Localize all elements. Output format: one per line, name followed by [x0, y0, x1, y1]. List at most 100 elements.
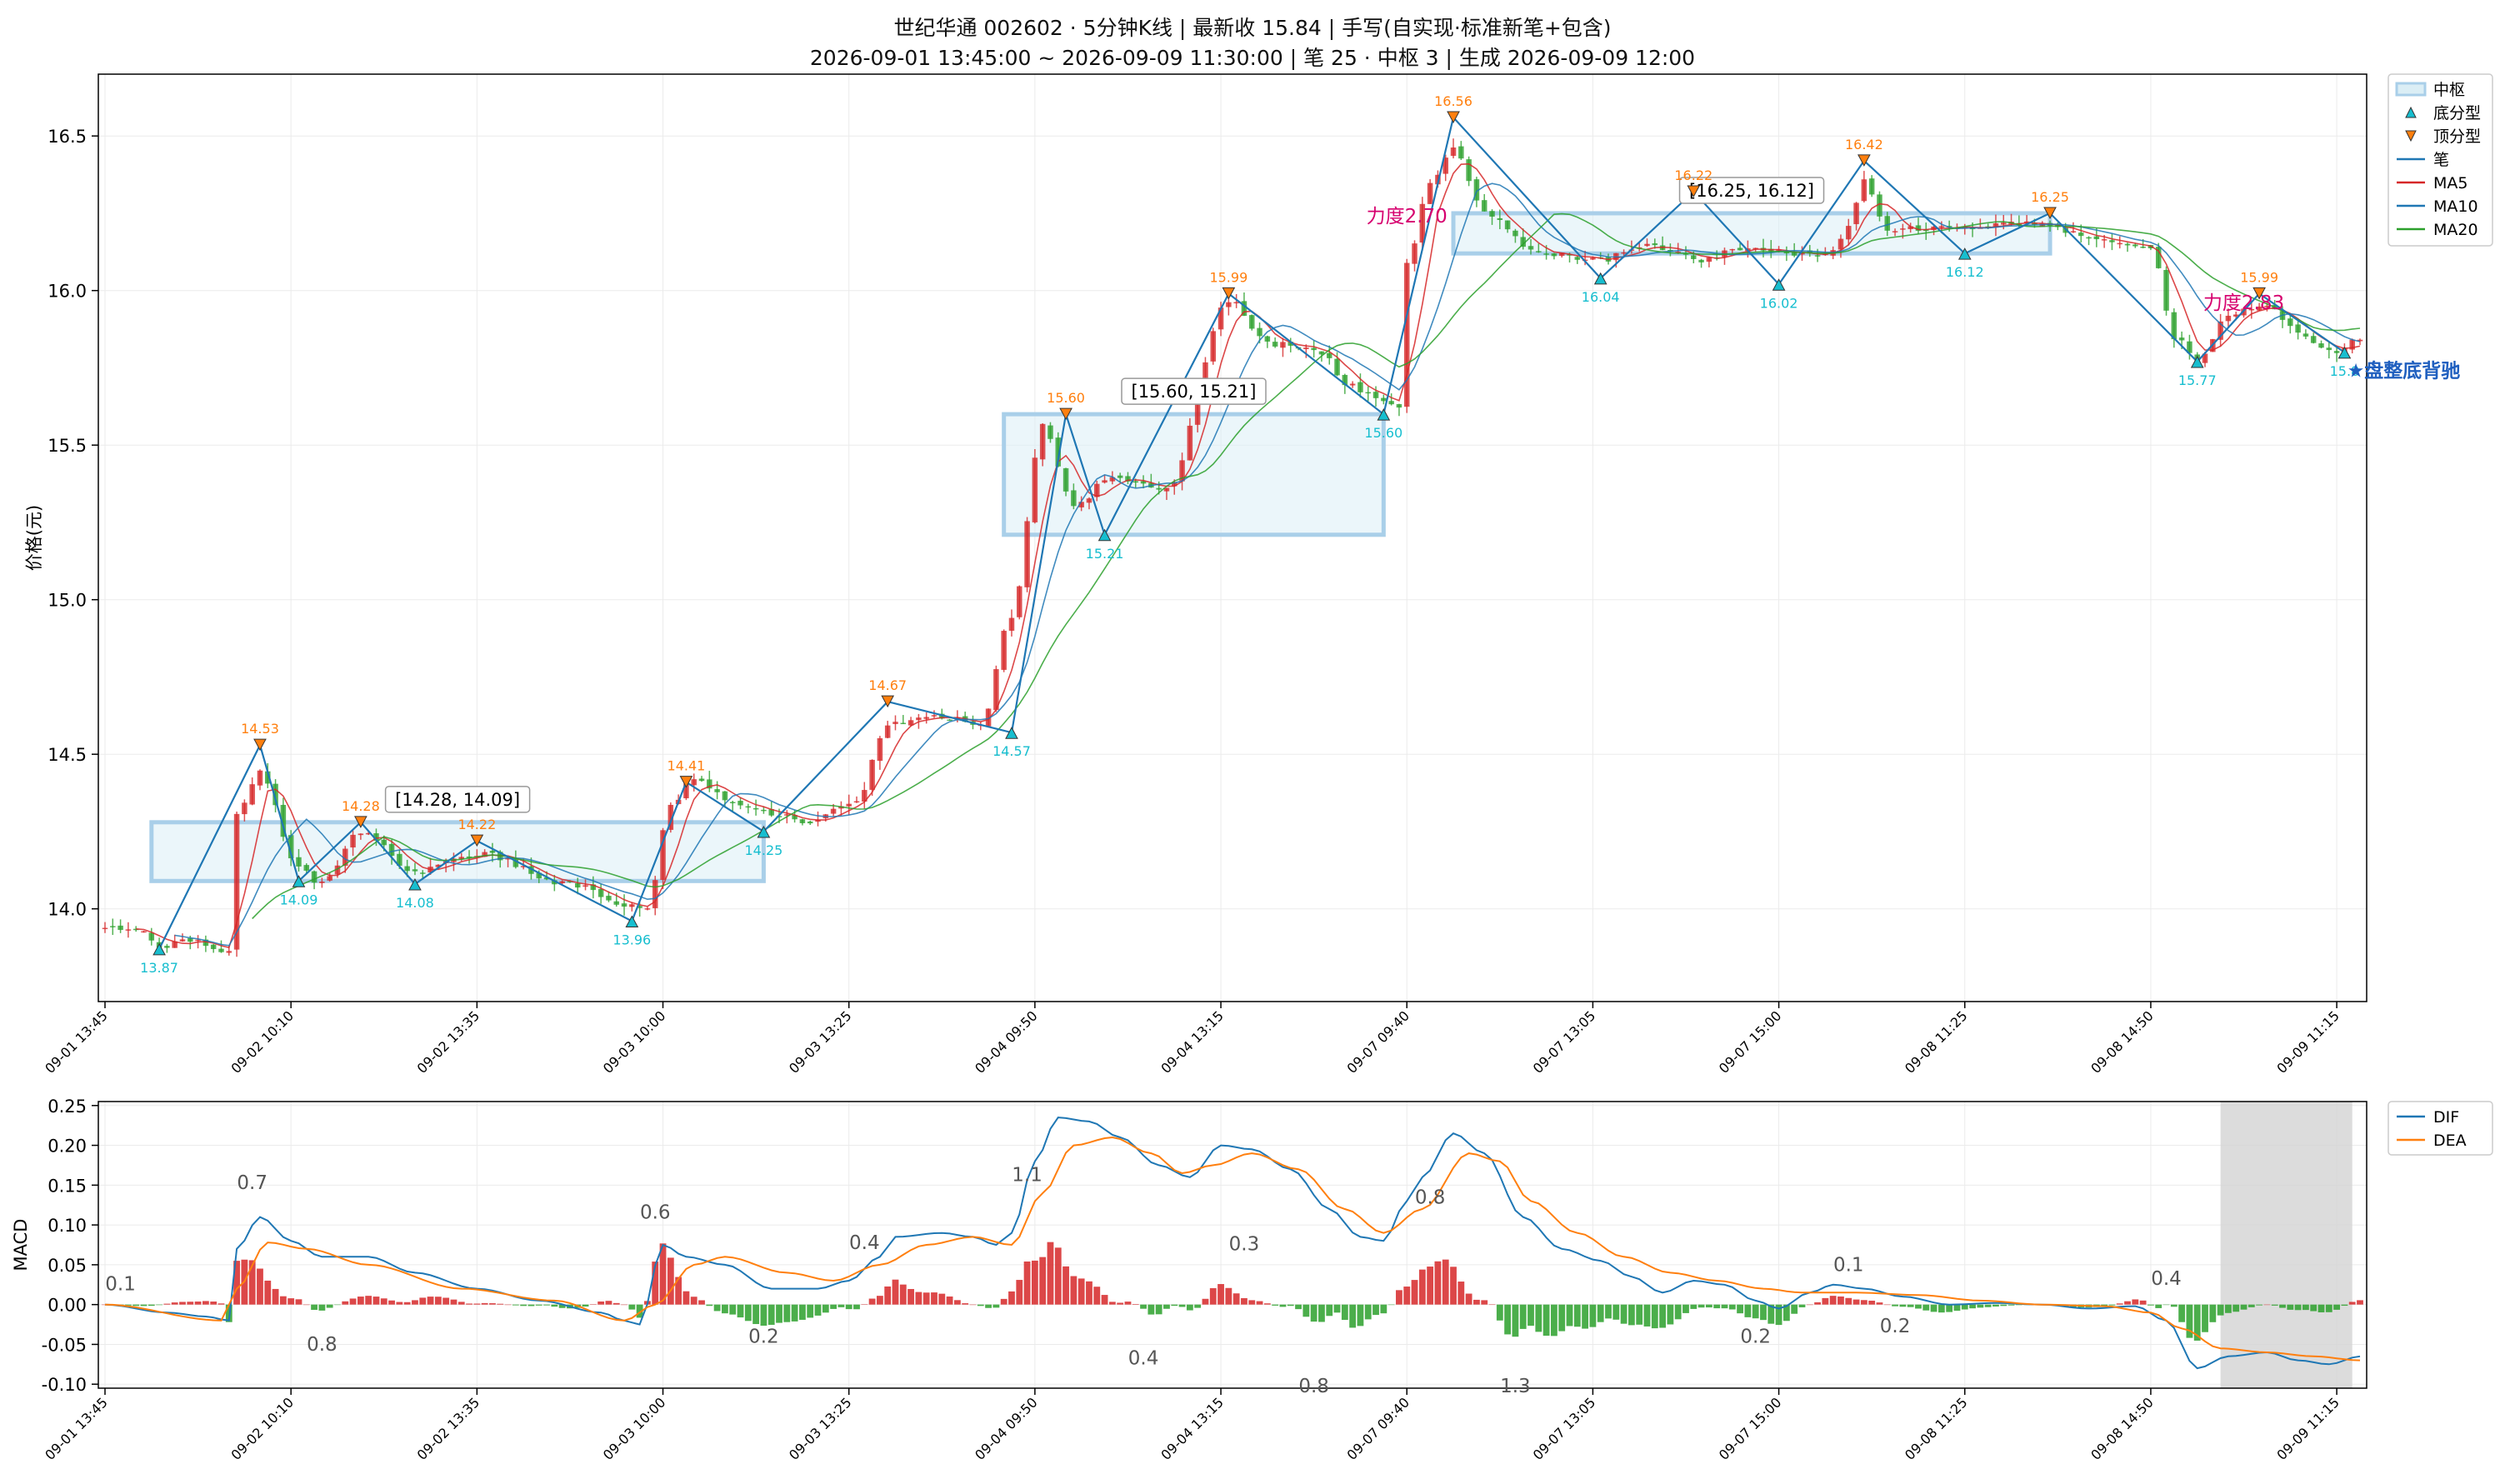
force-annotation: 力度2.83	[2203, 292, 2284, 314]
macd-force-label: 1.3	[1500, 1376, 1531, 1397]
macd-histogram-bar	[194, 1302, 202, 1305]
macd-histogram-bar	[1295, 1304, 1302, 1310]
price-xtick-label: 09-04 13:15	[1158, 1007, 1227, 1077]
candle-body	[148, 932, 155, 941]
candle-body	[668, 804, 674, 830]
candle-body	[288, 835, 294, 859]
macd-histogram-bar	[1194, 1304, 1202, 1308]
candle-body	[342, 848, 348, 867]
candle-body	[172, 941, 178, 948]
candle-body	[404, 866, 410, 872]
macd-histogram-bar	[1845, 1297, 1852, 1305]
macd-histogram-bar	[737, 1304, 744, 1318]
candle-body	[1358, 382, 1363, 392]
macd-xtick-label: 09-02 13:35	[414, 1394, 483, 1463]
macd-histogram-bar	[2310, 1304, 2318, 1312]
price-xtick-label: 09-01 13:45	[42, 1007, 111, 1077]
candle-body	[1381, 397, 1387, 402]
bottom-fractal-label: 13.87	[140, 960, 178, 976]
candle-body	[853, 801, 860, 803]
ma20-line	[252, 212, 2361, 920]
candle-body	[543, 877, 550, 880]
macd-histogram-bar	[605, 1301, 612, 1305]
macd-histogram-bar	[412, 1300, 418, 1305]
macd-histogram-bar	[2178, 1304, 2186, 1322]
macd-histogram-bar	[357, 1297, 364, 1305]
macd-histogram-bar	[706, 1304, 713, 1307]
macd-histogram-bar	[1496, 1304, 1503, 1321]
macd-histogram-bar	[1023, 1261, 1031, 1305]
candle-body	[1132, 481, 1139, 483]
macd-histogram-bar	[2108, 1304, 2116, 1306]
price-axes-frame	[98, 73, 2368, 1002]
candle-body	[947, 719, 952, 722]
candle-body	[257, 770, 263, 786]
candle-body	[242, 802, 248, 815]
macd-histogram-bar	[1892, 1304, 1898, 1307]
macd-histogram-bar	[1372, 1304, 1379, 1316]
candle-body	[2163, 269, 2169, 311]
candle-body	[311, 871, 318, 883]
macd-histogram-bar	[2357, 1300, 2363, 1305]
macd-histogram-bar	[1883, 1304, 1891, 1306]
candle-body	[2225, 315, 2232, 322]
macd-force-label: 0.1	[1833, 1255, 1864, 1277]
macd-histogram-bar	[636, 1304, 643, 1318]
candle-body	[1908, 226, 1913, 230]
macd-histogram-bar	[722, 1304, 728, 1314]
macd-histogram-bar	[1977, 1304, 1984, 1308]
macd-histogram-bar	[171, 1302, 178, 1305]
macd-histogram-bar	[776, 1304, 782, 1323]
macd-ytick-label: 0.20	[48, 1137, 87, 1157]
candle-body	[644, 908, 651, 910]
candle-body	[1427, 182, 1433, 204]
candle-body	[164, 946, 170, 948]
candle-body	[1102, 480, 1108, 483]
price-xtick-label: 09-08 14:50	[2088, 1007, 2157, 1077]
macd-histogram-bar	[295, 1299, 302, 1305]
macd-histogram-bar	[1117, 1302, 1124, 1305]
candle-body	[1109, 477, 1116, 482]
macd-histogram-bar	[450, 1299, 458, 1305]
candle-body	[1403, 262, 1410, 407]
candle-body	[2256, 306, 2262, 311]
macd-histogram-bar	[403, 1302, 411, 1305]
macd-histogram-bar	[388, 1300, 395, 1305]
zhongshu-label: [14.28, 14.09]	[395, 790, 520, 810]
macd-histogram-bar	[1946, 1304, 1953, 1312]
candle-body	[1326, 352, 1332, 358]
macd-force-label: 0.4	[1128, 1347, 1159, 1369]
top-fractal-label: 14.22	[458, 817, 496, 832]
macd-histogram-bar	[481, 1302, 488, 1305]
candle-body	[2132, 244, 2138, 247]
macd-histogram-bar	[1380, 1304, 1388, 1314]
macd-histogram-bar	[1403, 1287, 1411, 1305]
candle-body	[2218, 321, 2223, 340]
candle-body	[660, 830, 666, 880]
macd-force-label: 0.2	[1880, 1316, 1911, 1337]
macd-histogram-bar	[1566, 1304, 1573, 1327]
macd-xtick-label: 09-07 15:00	[1716, 1394, 1785, 1463]
top-fractal-marker	[354, 816, 368, 828]
macd-xtick-label: 09-03 10:00	[600, 1394, 669, 1463]
candle-body	[296, 857, 302, 867]
macd-histogram-bar	[1473, 1299, 1480, 1305]
macd-histogram-bar	[1279, 1304, 1287, 1307]
candle-body	[249, 784, 255, 805]
candle-body	[1590, 257, 1596, 260]
candle-body	[582, 885, 588, 887]
macd-histogram-bar	[1434, 1261, 1442, 1305]
bottom-fractal-marker	[152, 942, 166, 956]
candle-body	[466, 856, 472, 858]
candle-body	[1691, 255, 1697, 259]
macd-histogram-bar	[953, 1300, 961, 1305]
macd-histogram-bar	[1938, 1304, 1945, 1313]
candle-body	[1419, 203, 1426, 243]
candle-body	[1140, 481, 1147, 484]
price-ytick-label: 15.5	[48, 436, 87, 456]
macd-histogram-bar	[1775, 1304, 1782, 1326]
macd-histogram-bar	[372, 1297, 380, 1305]
macd-histogram-bar	[2116, 1303, 2123, 1305]
candle-body	[1729, 248, 1736, 251]
candle-body	[1334, 358, 1340, 376]
